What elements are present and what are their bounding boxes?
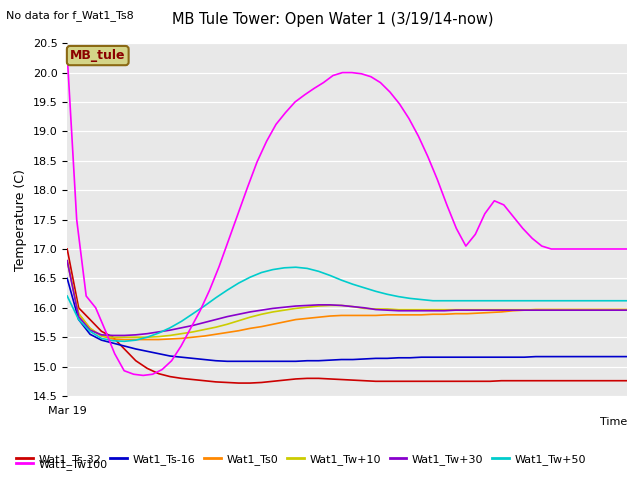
Text: No data for f_Wat1_Ts8: No data for f_Wat1_Ts8 xyxy=(6,11,134,22)
Y-axis label: Temperature (C): Temperature (C) xyxy=(14,168,27,271)
Text: Time: Time xyxy=(600,417,627,427)
Text: MB_tule: MB_tule xyxy=(70,49,125,62)
Text: MB Tule Tower: Open Water 1 (3/19/14-now): MB Tule Tower: Open Water 1 (3/19/14-now… xyxy=(172,12,493,27)
Legend: Wat1_Tw100: Wat1_Tw100 xyxy=(12,455,112,474)
Legend: Wat1_Ts-32, Wat1_Ts-16, Wat1_Ts0, Wat1_Tw+10, Wat1_Tw+30, Wat1_Tw+50: Wat1_Ts-32, Wat1_Ts-16, Wat1_Ts0, Wat1_T… xyxy=(12,450,591,469)
